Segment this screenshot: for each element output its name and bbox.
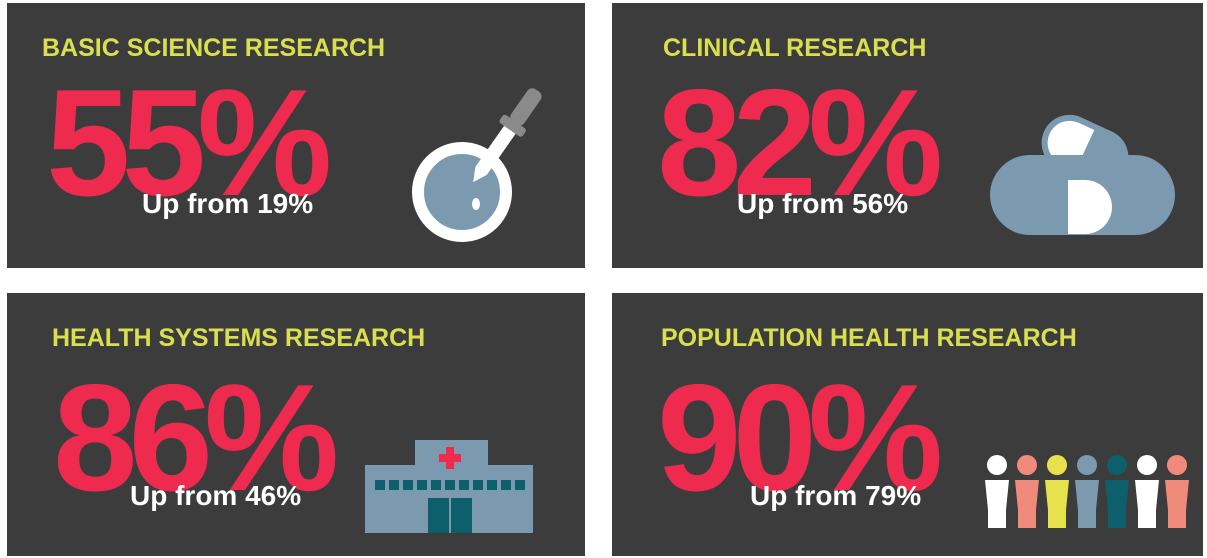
panel (612, 293, 1203, 556)
people-icon (985, 455, 1189, 528)
big-number: 55% (46, 58, 329, 228)
petri-dish-icon (412, 88, 542, 242)
subtext: Up from 46% (130, 480, 301, 511)
subtext: Up from 19% (142, 188, 313, 219)
big-number: 86% (53, 353, 336, 523)
subtext: Up from 79% (750, 480, 921, 511)
panel-title: CLINICAL RESEARCH (663, 34, 926, 62)
big-number: 90% (657, 353, 940, 523)
panel-title: HEALTH SYSTEMS RESEARCH (52, 324, 425, 352)
panel-title: BASIC SCIENCE RESEARCH (42, 34, 385, 62)
hospital-icon (365, 440, 533, 533)
big-number: 82% (657, 58, 940, 228)
subtext: Up from 56% (737, 188, 908, 219)
pill-icon (990, 114, 1175, 235)
panel-title: POPULATION HEALTH RESEARCH (661, 324, 1077, 352)
